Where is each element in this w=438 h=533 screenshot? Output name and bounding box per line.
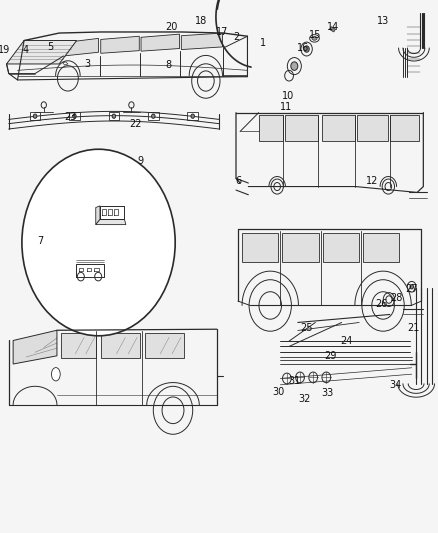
Text: 34: 34 — [389, 380, 401, 390]
Ellipse shape — [310, 35, 319, 42]
Bar — [286, 115, 318, 141]
Text: 29: 29 — [325, 351, 337, 361]
Bar — [69, 112, 80, 120]
Bar — [187, 112, 198, 120]
Polygon shape — [96, 220, 126, 224]
Text: 17: 17 — [216, 27, 229, 37]
Text: 32: 32 — [299, 394, 311, 403]
Text: 19: 19 — [0, 45, 11, 55]
Text: 11: 11 — [280, 102, 293, 111]
Circle shape — [33, 114, 37, 118]
Text: 1: 1 — [260, 38, 266, 47]
Text: 25: 25 — [300, 323, 313, 333]
Text: 6: 6 — [236, 176, 242, 186]
Bar — [101, 333, 140, 358]
Bar — [30, 112, 40, 120]
Text: 15: 15 — [309, 30, 321, 39]
Text: 2: 2 — [233, 33, 240, 42]
Bar — [323, 233, 359, 262]
Polygon shape — [141, 34, 180, 51]
Circle shape — [22, 149, 175, 336]
Bar — [390, 115, 419, 141]
Bar — [363, 233, 399, 262]
Polygon shape — [63, 62, 68, 65]
Text: 31: 31 — [289, 376, 301, 385]
Circle shape — [191, 114, 194, 118]
Bar — [109, 112, 119, 120]
Bar — [145, 333, 184, 358]
Text: 12: 12 — [366, 176, 378, 186]
Bar — [242, 233, 278, 262]
Bar — [148, 112, 159, 120]
Text: 5: 5 — [47, 42, 53, 52]
Text: 16: 16 — [297, 43, 309, 53]
Text: 22: 22 — [130, 119, 142, 128]
Bar — [322, 115, 355, 141]
Text: 33: 33 — [321, 389, 334, 398]
Ellipse shape — [312, 36, 317, 40]
Polygon shape — [13, 330, 57, 364]
Text: 18: 18 — [195, 17, 208, 26]
Text: 4: 4 — [22, 45, 28, 55]
Bar — [258, 115, 283, 141]
Text: 13: 13 — [377, 17, 389, 26]
Text: 24: 24 — [340, 336, 352, 346]
Circle shape — [152, 114, 155, 118]
Polygon shape — [96, 206, 100, 224]
Text: 10: 10 — [282, 91, 294, 101]
Polygon shape — [181, 33, 223, 50]
Text: 20: 20 — [166, 22, 178, 31]
Circle shape — [112, 114, 116, 118]
Polygon shape — [101, 36, 139, 53]
Bar — [61, 333, 96, 358]
Ellipse shape — [51, 368, 60, 381]
Text: 14: 14 — [327, 22, 339, 31]
Circle shape — [73, 114, 76, 118]
Text: 28: 28 — [390, 294, 403, 303]
Polygon shape — [329, 27, 336, 32]
Text: 27: 27 — [406, 284, 418, 294]
Text: 7: 7 — [37, 236, 43, 246]
Text: 9: 9 — [137, 156, 143, 166]
Text: 21: 21 — [408, 323, 420, 333]
Bar — [283, 233, 318, 262]
Polygon shape — [64, 38, 99, 56]
Circle shape — [304, 46, 309, 52]
Polygon shape — [7, 41, 77, 64]
Text: 3: 3 — [85, 59, 91, 69]
Text: 30: 30 — [272, 387, 284, 397]
Text: 8: 8 — [166, 60, 172, 70]
Text: 23: 23 — [64, 112, 76, 122]
Circle shape — [410, 285, 413, 289]
Circle shape — [291, 62, 298, 70]
Text: 26: 26 — [375, 299, 387, 309]
Bar — [357, 115, 389, 141]
